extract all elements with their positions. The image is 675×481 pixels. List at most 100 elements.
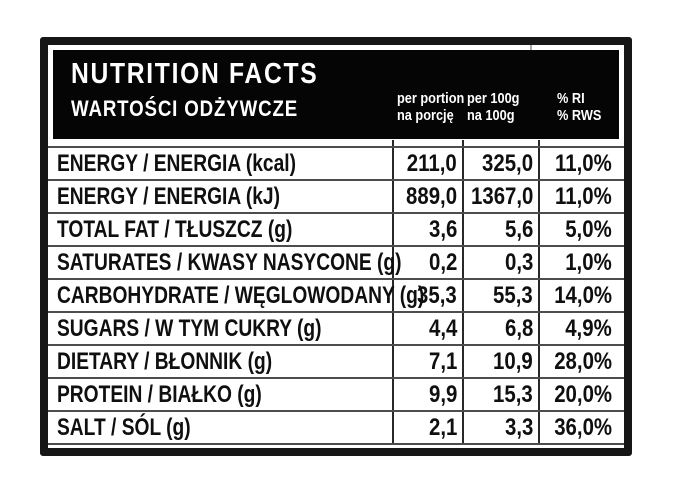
- value-percent-ri: 5,0%: [540, 214, 624, 245]
- value-percent-ri: 20,0%: [540, 379, 624, 410]
- value-text: 20,0%: [554, 380, 612, 408]
- value-text: 36,0%: [554, 413, 612, 441]
- nutrient-label: TOTAL FAT / TŁUSZCZ (g): [48, 214, 394, 245]
- value-text: 11,0%: [555, 182, 612, 210]
- value-percent-ri: 1,0%: [540, 247, 624, 278]
- nutrient-label: SATURATES / KWASY NASYCONE (g): [48, 247, 402, 278]
- nutrient-label: ENERGY / ENERGIA (kJ): [48, 181, 394, 212]
- column-header-percent-ri: % RI % RWS: [557, 90, 601, 124]
- nutrient-label: ENERGY / ENERGIA (kcal): [48, 148, 394, 179]
- value-per-100g: 55,3: [464, 280, 540, 311]
- table-row-carbohydrate: CARBOHYDRATE / WĘGLOWODANY (g) 35,3 55,3…: [48, 278, 624, 311]
- value-text: 5,0%: [565, 215, 612, 243]
- value-text: 6,8: [504, 314, 533, 342]
- value-percent-ri: 28,0%: [540, 346, 624, 377]
- table-row-protein: PROTEIN / BIAŁKO (g) 9,9 15,3 20,0%: [48, 377, 624, 410]
- value-per-100g: 5,6: [464, 214, 540, 245]
- value-per-portion: 211,0: [394, 148, 464, 179]
- value-per-100g: 0,3: [464, 247, 540, 278]
- column-header-per-portion: per portion na porcję: [397, 90, 464, 124]
- value-per-100g: 3,3: [464, 412, 540, 443]
- value-text: 4,9%: [565, 314, 612, 342]
- nutrient-label: CARBOHYDRATE / WĘGLOWODANY (g): [48, 280, 424, 311]
- header-hairline: [530, 45, 532, 50]
- value-text: 7,1: [428, 347, 457, 375]
- value-per-100g: 15,3: [464, 379, 540, 410]
- value-per-100g: 325,0: [464, 148, 540, 179]
- nutrient-label-text: DIETARY / BŁONNIK (g): [57, 347, 273, 375]
- nutrient-label: PROTEIN / BIAŁKO (g): [48, 379, 394, 410]
- value-text: 0,2: [428, 248, 457, 276]
- table-row-energy-kj: ENERGY / ENERGIA (kJ) 889,0 1367,0 11,0%: [48, 179, 624, 212]
- value-per-portion: 2,1: [394, 412, 464, 443]
- column-header-line-en: per 100g: [467, 90, 520, 107]
- column-header-line-pl: % RWS: [557, 107, 602, 124]
- value-percent-ri: 4,9%: [540, 313, 624, 344]
- table-row-energy-kcal: ENERGY / ENERGIA (kcal) 211,0 325,0 11,0…: [48, 146, 624, 179]
- table-row-salt: SALT / SÓL (g) 2,1 3,3 36,0%: [48, 410, 624, 443]
- table-row-total-fat: TOTAL FAT / TŁUSZCZ (g) 3,6 5,6 5,0%: [48, 212, 624, 245]
- value-text: 28,0%: [554, 347, 612, 375]
- nutrition-table: ENERGY / ENERGIA (kcal) 211,0 325,0 11,0…: [48, 146, 624, 445]
- value-text: 325,0: [481, 149, 533, 177]
- value-per-portion: 35,3: [394, 280, 464, 311]
- label-frame: NUTRITION FACTS WARTOŚCI ODŻYWCZE per po…: [40, 37, 632, 456]
- nutrient-label-text: ENERGY / ENERGIA (kJ): [57, 182, 280, 210]
- column-header-line-pl: na porcję: [397, 107, 454, 124]
- title-block: NUTRITION FACTS WARTOŚCI ODŻYWCZE: [71, 59, 362, 121]
- value-text: 35,3: [417, 281, 457, 309]
- value-per-portion: 4,4: [394, 313, 464, 344]
- label-inner: NUTRITION FACTS WARTOŚCI ODŻYWCZE per po…: [48, 45, 624, 448]
- nutrient-label-text: CARBOHYDRATE / WĘGLOWODANY (g): [57, 281, 425, 309]
- column-header-line-en: % RI: [557, 90, 585, 107]
- nutrient-label-text: TOTAL FAT / TŁUSZCZ (g): [57, 215, 293, 243]
- nutrient-label-text: SATURATES / KWASY NASYCONE (g): [57, 248, 402, 276]
- value-text: 211,0: [407, 149, 457, 177]
- value-per-portion: 9,9: [394, 379, 464, 410]
- value-percent-ri: 14,0%: [540, 280, 624, 311]
- value-text: 3,6: [428, 215, 457, 243]
- column-divider: [462, 140, 464, 445]
- nutrient-label: SUGARS / W TYM CUKRY (g): [48, 313, 394, 344]
- value-per-portion: 7,1: [394, 346, 464, 377]
- value-percent-ri: 11,0%: [540, 148, 624, 179]
- value-text: 55,3: [493, 281, 533, 309]
- nutrient-label: DIETARY / BŁONNIK (g): [48, 346, 394, 377]
- nutrient-label-text: ENERGY / ENERGIA (kcal): [57, 149, 296, 177]
- value-per-100g: 10,9: [464, 346, 540, 377]
- value-text: 11,0%: [555, 149, 612, 177]
- value-per-100g: 6,8: [464, 313, 540, 344]
- label-header: NUTRITION FACTS WARTOŚCI ODŻYWCZE per po…: [53, 50, 619, 139]
- nutrient-label-text: SUGARS / W TYM CUKRY (g): [57, 314, 322, 342]
- value-text: 5,6: [504, 215, 533, 243]
- table-row-sugars: SUGARS / W TYM CUKRY (g) 4,4 6,8 4,9%: [48, 311, 624, 344]
- value-text: 0,3: [504, 248, 533, 276]
- nutrient-label-text: PROTEIN / BIAŁKO (g): [57, 380, 262, 408]
- value-per-portion: 889,0: [394, 181, 464, 212]
- value-text: 14,0%: [554, 281, 612, 309]
- table-row-dietary-fibre: DIETARY / BŁONNIK (g) 7,1 10,9 28,0%: [48, 344, 624, 377]
- value-text: 15,3: [493, 380, 533, 408]
- value-percent-ri: 11,0%: [540, 181, 624, 212]
- value-text: 1,0%: [565, 248, 612, 276]
- column-header-line-pl: na 100g: [467, 107, 515, 124]
- value-text: 10,9: [493, 347, 533, 375]
- value-text: 3,3: [504, 413, 533, 441]
- nutrient-label-text: SALT / SÓL (g): [57, 413, 191, 441]
- table-row-saturates: SATURATES / KWASY NASYCONE (g) 0,2 0,3 1…: [48, 245, 624, 278]
- value-text: 4,4: [428, 314, 457, 342]
- value-text: 9,9: [428, 380, 457, 408]
- column-header-per-100g: per 100g na 100g: [467, 90, 519, 124]
- value-per-portion: 0,2: [394, 247, 464, 278]
- column-header-line-en: per portion: [397, 90, 465, 107]
- value-per-portion: 3,6: [394, 214, 464, 245]
- column-divider: [538, 140, 540, 445]
- title-english: NUTRITION FACTS: [71, 58, 319, 90]
- column-divider: [392, 140, 394, 445]
- nutrient-label: SALT / SÓL (g): [48, 412, 394, 443]
- value-text: 1367,0: [470, 182, 533, 210]
- value-per-100g: 1367,0: [464, 181, 540, 212]
- value-text: 889,0: [405, 182, 457, 210]
- value-percent-ri: 36,0%: [540, 412, 624, 443]
